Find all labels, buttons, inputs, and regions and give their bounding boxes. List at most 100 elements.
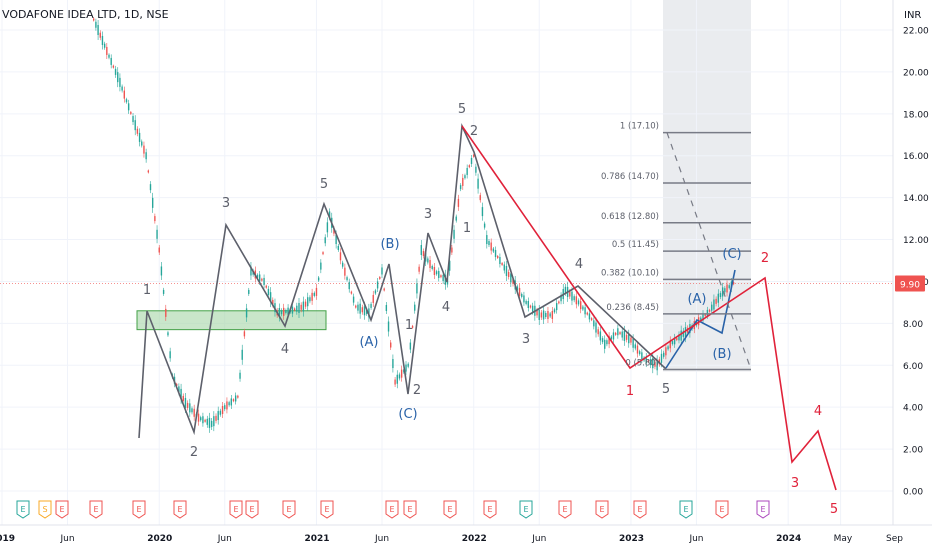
candle-body <box>200 417 202 421</box>
event-marker-label: E <box>447 505 452 514</box>
candle-body <box>320 262 322 270</box>
candle-body <box>464 175 466 179</box>
event-marker <box>173 500 187 519</box>
y-tick-label: 22.00 <box>903 27 929 37</box>
event-marker-label: E <box>286 505 291 514</box>
candle-body <box>106 46 108 55</box>
candle-body <box>628 334 630 344</box>
candle-body <box>521 293 523 297</box>
candle-body <box>298 302 300 313</box>
candle-body <box>660 353 663 363</box>
y-tick-label: 16.00 <box>903 152 929 162</box>
wave-label: 2 <box>190 445 198 460</box>
y-tick-label: 2.00 <box>903 446 923 456</box>
candle-body <box>477 178 479 189</box>
candle-body <box>151 197 154 208</box>
candle-body <box>350 291 353 294</box>
candle-body <box>108 54 110 58</box>
event-marker-label: E <box>683 505 688 514</box>
candle-body <box>149 184 152 191</box>
candle-body <box>700 317 702 321</box>
candle-body <box>385 304 388 311</box>
candle-body <box>438 270 440 278</box>
candle-body <box>549 313 551 317</box>
candle-body <box>586 312 588 315</box>
candle-body <box>448 260 451 271</box>
candle-body <box>547 310 549 319</box>
event-marker-label: E <box>389 505 394 514</box>
candle-body <box>180 388 182 399</box>
candle-body <box>531 305 534 312</box>
event-marker <box>89 500 103 519</box>
candle-body <box>545 312 547 317</box>
last-price-label: 9.90 <box>900 281 920 291</box>
candle-body <box>540 312 543 318</box>
candle-body <box>370 303 372 308</box>
candle-body <box>352 296 355 303</box>
candle-body <box>167 332 169 336</box>
candle-body <box>636 345 639 354</box>
last-price-tag <box>895 275 925 292</box>
candle-body <box>300 304 302 310</box>
candle-body <box>667 346 669 350</box>
candle-body <box>418 266 420 272</box>
candle-body <box>649 359 652 366</box>
candle-body <box>625 334 628 340</box>
candle-body <box>322 252 324 255</box>
event-marker <box>16 500 30 519</box>
candle-body <box>189 403 191 413</box>
candle-body <box>396 374 398 384</box>
candle-body <box>311 292 313 301</box>
x-tick-label: 2022 <box>462 534 487 544</box>
candle-body <box>459 185 462 190</box>
candle-body <box>682 330 685 337</box>
candle-body <box>680 330 682 341</box>
event-marker <box>715 500 729 519</box>
candle-body <box>258 274 261 282</box>
candle-body <box>248 289 250 294</box>
event-marker <box>756 500 770 519</box>
candle-body <box>390 342 392 348</box>
candle-body <box>473 154 475 157</box>
candle-body <box>374 290 377 294</box>
candle-body <box>363 306 366 316</box>
candle-body <box>114 68 117 75</box>
candle-body <box>638 351 641 355</box>
candle-body <box>433 266 436 275</box>
candle-body <box>226 401 228 410</box>
candle-body <box>348 282 350 290</box>
candle-body <box>466 167 468 175</box>
candle-body <box>422 251 425 257</box>
candle-body <box>606 340 608 345</box>
x-tick-label: 2021 <box>304 534 329 544</box>
candle-body <box>470 157 473 164</box>
candle-body <box>392 359 394 369</box>
fib-level-label: 0 (5.80) <box>625 358 659 368</box>
wave-label: 2 <box>413 383 421 398</box>
candle-body <box>191 408 193 413</box>
candle-body <box>193 408 195 417</box>
candle-body <box>230 398 233 406</box>
candle-body <box>555 303 558 311</box>
event-marker-label: E <box>233 505 238 514</box>
candle-body <box>523 295 525 303</box>
fib-level-label: 0.382 (10.10) <box>601 268 659 278</box>
wave-label: 2 <box>470 124 478 139</box>
candle-body <box>156 229 158 239</box>
candle-body <box>416 283 418 294</box>
candle-body <box>442 274 444 281</box>
candle-body <box>317 277 320 281</box>
candle-body <box>525 300 527 304</box>
event-marker <box>320 500 334 519</box>
x-tick-label: 2019 <box>0 534 15 544</box>
candle-body <box>623 330 626 341</box>
candle-body <box>296 305 298 312</box>
candle-body <box>512 278 514 284</box>
event-marker <box>55 500 69 519</box>
wave-label: (A) <box>359 335 378 350</box>
candle-body <box>272 299 274 305</box>
candle-body <box>654 361 656 367</box>
candle-body <box>558 301 560 304</box>
